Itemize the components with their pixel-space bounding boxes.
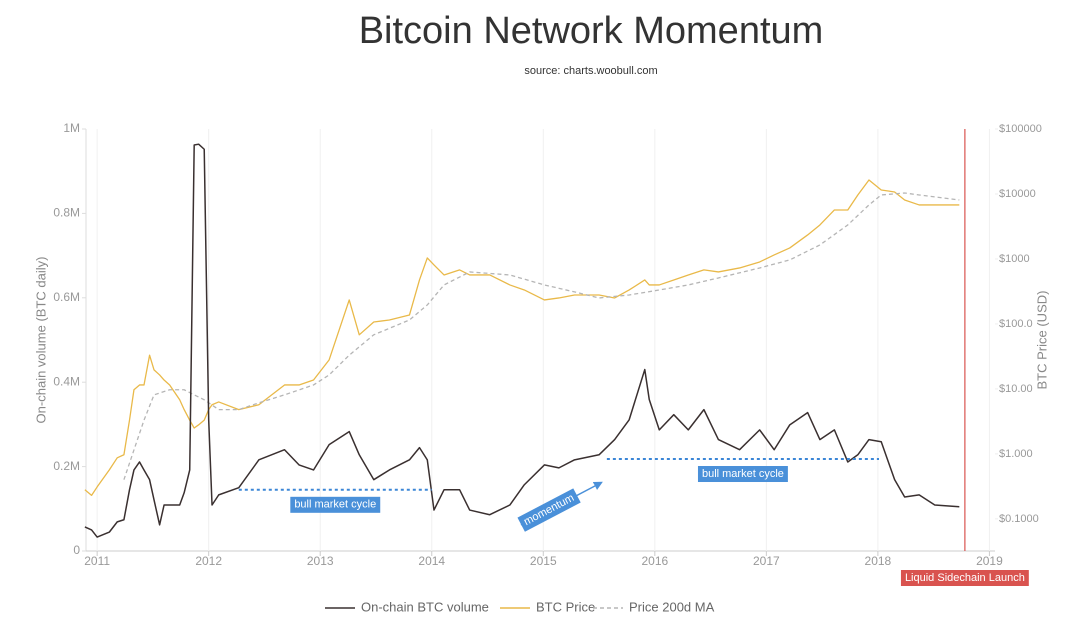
annotation-box [900, 570, 1029, 586]
chart-subtitle: source: charts.woobull.com [524, 65, 657, 77]
y-tick-label: 0 [73, 543, 80, 557]
annotation-box [697, 466, 788, 483]
x-tick-label: 2014 [418, 554, 445, 568]
y2-tick-label: $1000 [999, 253, 1030, 265]
y-tick-label: 0.4M [53, 374, 80, 388]
y2-tick-label: $10000 [999, 188, 1036, 200]
annotation: Liquid Sidechain Launch [900, 570, 1029, 586]
x-tick-label: 2019 [976, 554, 1003, 568]
y2-axis-label: BTC Price (USD) [1034, 291, 1049, 390]
series-line [84, 143, 960, 538]
annotation-box [517, 488, 581, 532]
annotation-box [290, 496, 381, 513]
legend-label: On-chain BTC volume [361, 599, 489, 614]
y-tick-label: 0.2M [53, 459, 80, 473]
y-tick-label: 1M [63, 121, 80, 135]
series-line [84, 179, 960, 496]
legend-label: Price 200d MA [629, 599, 715, 614]
annotation-text: Liquid Sidechain Launch [905, 572, 1025, 584]
x-tick-label: 2011 [84, 554, 110, 568]
y2-tick-label: $1.000 [999, 448, 1033, 460]
y2-tick-label: $100000 [999, 123, 1042, 135]
x-tick-label: 2013 [307, 554, 334, 568]
chart-title: Bitcoin Network Momentum [359, 10, 824, 52]
y-tick-label: 0.8M [53, 206, 80, 220]
y-tick-label: 0.6M [53, 290, 80, 304]
x-tick-label: 2012 [195, 554, 222, 568]
x-tick-label: 2018 [865, 554, 892, 568]
x-tick-label: 2015 [530, 554, 557, 568]
y2-tick-label: $100.0 [999, 318, 1033, 330]
annotation: bull market cycle [290, 496, 381, 513]
y2-tick-label: $0.1000 [999, 513, 1039, 525]
annotation-text: bull market cycle [294, 499, 376, 511]
annotation-text: bull market cycle [702, 468, 784, 480]
annotation: bull market cycle [697, 466, 788, 483]
annotation-text: momentum [522, 492, 576, 528]
y-axis-label: On-chain volume (BTC daily) [33, 257, 48, 424]
x-tick-label: 2017 [753, 554, 780, 568]
legend-label: BTC Price [536, 599, 595, 614]
series-line [123, 192, 960, 480]
annotation: momentum [517, 488, 581, 532]
y2-tick-label: $10.00 [999, 383, 1033, 395]
x-tick-label: 2016 [641, 554, 668, 568]
